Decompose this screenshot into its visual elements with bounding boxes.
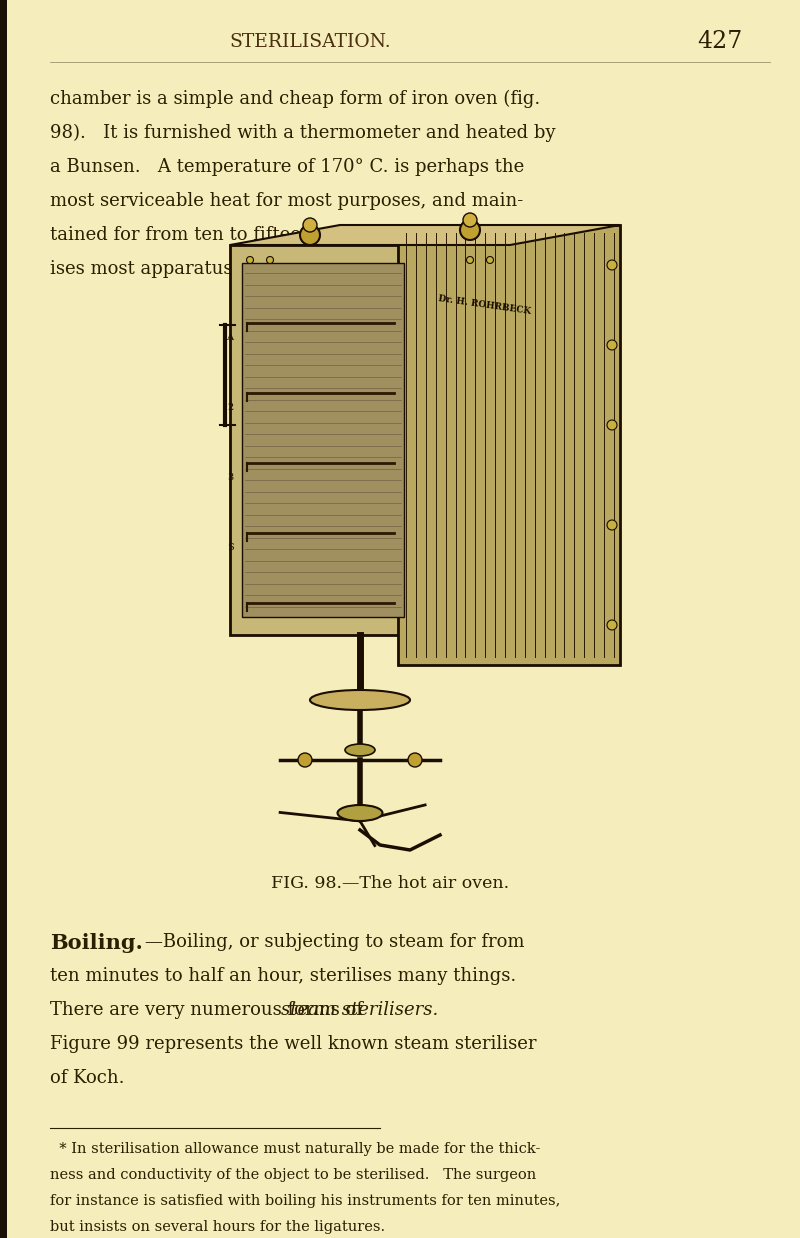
FancyBboxPatch shape [242, 262, 404, 617]
Circle shape [486, 256, 494, 264]
Circle shape [298, 753, 312, 768]
Text: A: A [226, 333, 234, 343]
Circle shape [607, 340, 617, 350]
Circle shape [266, 256, 274, 264]
Text: Boiling.: Boiling. [50, 933, 143, 953]
FancyBboxPatch shape [398, 225, 620, 665]
Text: but insists on several hours for the ligatures.: but insists on several hours for the lig… [50, 1219, 385, 1234]
Circle shape [300, 225, 320, 245]
Text: 2: 2 [227, 404, 233, 412]
Circle shape [607, 260, 617, 270]
Text: Dr. H. ROHRBECK: Dr. H. ROHRBECK [438, 295, 532, 316]
Polygon shape [230, 225, 620, 245]
Circle shape [246, 256, 254, 264]
Text: steam sterilisers.: steam sterilisers. [282, 1002, 438, 1019]
FancyBboxPatch shape [230, 245, 510, 635]
Circle shape [607, 420, 617, 430]
Circle shape [607, 520, 617, 530]
Circle shape [607, 620, 617, 630]
Text: 427: 427 [698, 31, 742, 53]
Text: STERILISATION.: STERILISATION. [229, 33, 391, 51]
Text: tained for from ten to fifteen minutes effectually steril-: tained for from ten to fifteen minutes e… [50, 227, 553, 244]
Text: of Koch.: of Koch. [50, 1068, 125, 1087]
Circle shape [303, 218, 317, 232]
Bar [0, 0, 7, 1238]
Text: 3: 3 [227, 473, 233, 483]
Text: —Boiling, or subjecting to steam for from: —Boiling, or subjecting to steam for fro… [145, 933, 525, 951]
Circle shape [408, 753, 422, 768]
Text: There are very numerous forms of: There are very numerous forms of [50, 1002, 374, 1019]
Text: most serviceable heat for most purposes, and main-: most serviceable heat for most purposes,… [50, 192, 523, 210]
Text: S: S [226, 543, 234, 552]
Ellipse shape [310, 690, 410, 711]
Ellipse shape [345, 744, 375, 756]
Text: * In sterilisation allowance must naturally be made for the thick-: * In sterilisation allowance must natura… [50, 1141, 540, 1156]
Text: ness and conductivity of the object to be sterilised.   The surgeon: ness and conductivity of the object to b… [50, 1167, 536, 1182]
Text: 98).   It is furnished with a thermometer and heated by: 98). It is furnished with a thermometer … [50, 124, 555, 142]
Circle shape [460, 220, 480, 240]
Ellipse shape [338, 805, 382, 821]
Text: chamber is a simple and cheap form of iron oven (fig.: chamber is a simple and cheap form of ir… [50, 90, 540, 108]
Text: for instance is satisfied with boiling his instruments for ten minutes,: for instance is satisfied with boiling h… [50, 1193, 560, 1208]
Text: FIG. 98.—The hot air oven.: FIG. 98.—The hot air oven. [271, 875, 509, 893]
Text: a Bunsen.   A temperature of 170° C. is perhaps the: a Bunsen. A temperature of 170° C. is pe… [50, 158, 524, 176]
Text: ises most apparatus.*: ises most apparatus.* [50, 260, 247, 279]
Circle shape [463, 213, 477, 227]
Text: ten minutes to half an hour, sterilises many things.: ten minutes to half an hour, sterilises … [50, 967, 516, 985]
Text: Figure 99 represents the well known steam steriliser: Figure 99 represents the well known stea… [50, 1035, 537, 1054]
Circle shape [466, 256, 474, 264]
